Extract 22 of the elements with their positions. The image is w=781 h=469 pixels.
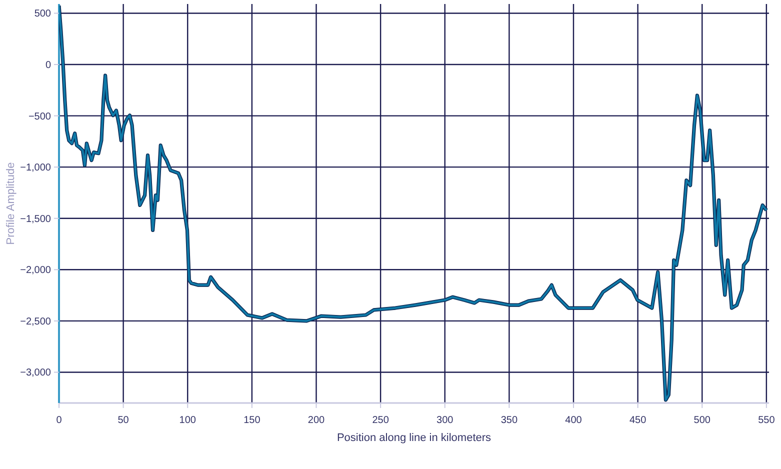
x-tick-label: 200 [308, 415, 326, 426]
y-tick-label: 500 [34, 8, 52, 20]
x-tick-label: 150 [244, 415, 261, 426]
x-tick-label: 250 [372, 415, 390, 426]
y-tick-label: −2,000 [20, 265, 52, 276]
x-tick-label: 400 [565, 415, 582, 426]
x-axis-title: Position along line in kilometers [336, 432, 492, 444]
y-tick-label: 0 [45, 60, 52, 72]
x-tick-label: 100 [179, 415, 196, 426]
x-tick-label: 50 [118, 415, 130, 426]
x-tick-label: 350 [500, 415, 518, 426]
y-tick-label: −1,000 [20, 162, 52, 174]
y-axis-title: Profile Amplitude [5, 162, 17, 245]
y-tick-label: −1,500 [20, 214, 52, 225]
y-tick-label: −2,500 [20, 316, 52, 328]
y-tick-label: −500 [28, 111, 52, 122]
x-tick-label: 550 [758, 415, 776, 426]
x-tick-label: 300 [436, 415, 454, 426]
x-tick-label: 500 [694, 415, 711, 426]
x-tick-label: 0 [56, 415, 62, 426]
x-tick-label: 450 [629, 415, 647, 426]
y-tick-label: −3,000 [20, 368, 52, 379]
